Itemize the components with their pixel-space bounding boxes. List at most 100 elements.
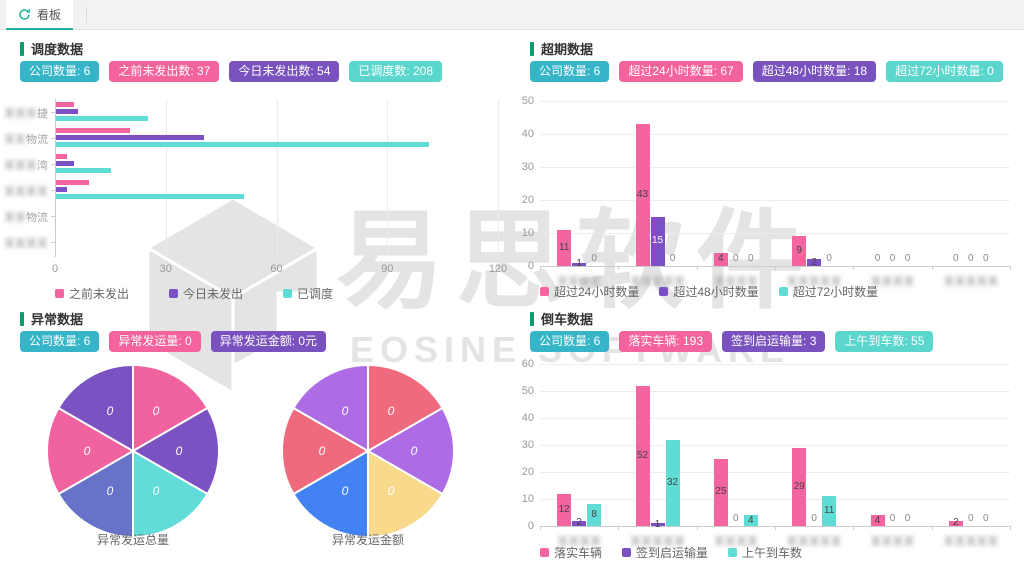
bar-超过24小时数量 <box>557 229 572 266</box>
pie-slice-label: 0 <box>107 484 114 498</box>
axis-tick <box>931 266 933 270</box>
badge-dispatch: 公司数量: 6 <box>20 61 100 82</box>
bar-超过24小时数量 <box>635 124 650 266</box>
badge-reverse: 落实车辆: 193 <box>619 331 713 352</box>
legend-swatch <box>169 289 179 298</box>
bar-value-label: 15 <box>651 235 664 247</box>
chart-legend: 落实车辆 签到启运输量 上午到车数 <box>540 544 802 561</box>
zero-value-label: 0 <box>983 513 989 524</box>
bar-value-label: 52 <box>636 449 649 461</box>
bar-上午到车数 <box>822 496 837 526</box>
gridline <box>540 134 1010 135</box>
bar-value-label: 29 <box>793 480 805 492</box>
bar-value-label: 2 <box>953 517 959 529</box>
section-title-text: 异常数据 <box>31 312 84 327</box>
abnormal-badges: 公司数量: 6 异常发运量: 0 异常发运金额: 0元 <box>20 331 327 352</box>
title-marker <box>20 41 24 56</box>
axis-tick <box>618 526 620 530</box>
pie-slice-label: 0 <box>319 444 326 458</box>
badge-abnormal: 异常发运金额: 0元 <box>210 331 327 352</box>
section-title-text: 倒车数据 <box>541 312 594 327</box>
zero-value-label: 0 <box>874 253 881 264</box>
section-title-text: 调度数据 <box>31 42 84 57</box>
masked-text: 某某某某 <box>4 238 48 250</box>
bar-value-label: 32 <box>666 476 679 488</box>
legend-swatch <box>659 287 669 296</box>
bar-超过48小时数量 <box>650 216 665 266</box>
legend-label: 超过48小时数量 <box>673 285 759 299</box>
legend-item-签到启运输量[interactable]: 签到启运输量 <box>622 544 708 561</box>
dispatch-badges: 公司数量: 6 之前未发出数: 37 今日未发出数: 54 已调度数: 208 <box>20 61 443 82</box>
zero-value-label: 0 <box>889 513 896 524</box>
x-tick-label: 0 <box>51 263 59 275</box>
pie-slice <box>132 449 209 539</box>
zero-value-label: 0 <box>811 513 817 524</box>
bar-超过48小时数量 <box>572 262 587 266</box>
masked-text: 某某某某 <box>713 536 758 548</box>
zero-value-label: 0 <box>983 253 989 264</box>
legend-swatch <box>728 548 738 557</box>
category-label: 某某某某某 <box>603 273 713 289</box>
category-label: 某某某某 <box>681 533 791 549</box>
bar-已调度 <box>56 142 429 147</box>
x-tick-label: 30 <box>159 263 172 275</box>
axis-tick <box>51 242 55 243</box>
dashboard-content: 易思软件 EOSINE SOFTWARE 调度数据 公司数量: 6之前未发出数:… <box>0 31 1024 570</box>
zero-value-label: 0 <box>904 253 911 264</box>
bar-落实车辆 <box>948 520 963 526</box>
axis-tick <box>51 216 55 217</box>
bar-value-label: 4 <box>748 514 754 526</box>
axis-tick <box>775 526 776 530</box>
legend-item-超过72小时数量[interactable]: 超过72小时数量 <box>778 283 878 300</box>
bar-之前未发出 <box>56 102 75 107</box>
zero-value-label: 0 <box>968 513 974 524</box>
category-label: 某某某某某 <box>916 273 1024 289</box>
category-label: 某某物流 <box>0 131 48 147</box>
pie-slice <box>365 406 456 496</box>
legend-item-落实车辆[interactable]: 落实车辆 <box>540 544 602 561</box>
badge-overdue: 超过72小时数量: 0 <box>886 61 1003 82</box>
legend-item-超过24小时数量[interactable]: 超过24小时数量 <box>540 283 639 300</box>
bar-value-label: 9 <box>796 245 802 257</box>
refresh-icon[interactable] <box>18 8 31 21</box>
category-label: 某某物流 <box>0 209 48 225</box>
masked-text: 某某某 <box>4 108 37 120</box>
category-label: 某某某某某 <box>759 533 869 549</box>
x-tick-label: 60 <box>270 263 283 275</box>
legend-item-已调度[interactable]: 已调度 <box>283 285 333 302</box>
bar-签到启运输量 <box>650 523 665 526</box>
category-label: 某某某某 <box>524 273 634 289</box>
y-tick-label: 30 <box>521 161 534 173</box>
pie-slice <box>367 449 444 539</box>
legend-swatch <box>283 289 293 298</box>
zero-value-label: 0 <box>904 513 911 524</box>
category-label: 某某某某 <box>838 273 948 289</box>
legend-item-之前未发出[interactable]: 之前未发出 <box>55 285 129 302</box>
dispatch-chart: 0 30 60 90 120 某某某捷 某某物流 某某某湾 某某某某 某某物流 某某某某 之前未发出今… <box>0 93 515 308</box>
legend-swatch <box>55 289 64 298</box>
title-marker <box>530 311 534 326</box>
y-tick-label: 40 <box>521 412 534 424</box>
bar-今日未发出 <box>56 135 204 140</box>
bar-之前未发出 <box>56 180 90 185</box>
pie-caption-total: 异常发运总量 <box>96 533 169 547</box>
pie-slice-label: 0 <box>176 444 183 458</box>
badge-overdue: 超过24小时数量: 67 <box>619 61 743 82</box>
masked-text: 某某某某 <box>870 276 915 288</box>
legend-item-上午到车数[interactable]: 上午到车数 <box>728 544 802 561</box>
pie-caption-amount: 异常发运金额 <box>331 533 404 547</box>
masked-text: 某某某某某 <box>786 536 842 548</box>
pie-slice-label: 0 <box>411 444 418 458</box>
y-tick-label: 0 <box>527 520 534 532</box>
bar-已调度 <box>56 194 245 199</box>
gridline <box>540 418 1010 419</box>
chart-legend: 超过24小时数量 超过48小时数量 超过72小时数量 <box>540 283 878 300</box>
reverse-chart: 0 10 20 30 40 50 60 某某某某 12 2 8 某某某某某 52 1 32 某某某某 25 0 4 某… <box>520 356 1022 568</box>
masked-text: 某某某某某 <box>943 276 999 288</box>
legend-item-今日未发出[interactable]: 今日未发出 <box>169 285 243 302</box>
masked-text: 某某 <box>4 134 26 146</box>
tab-dashboard[interactable]: 看板 <box>6 0 74 30</box>
x-tick-label: 90 <box>381 263 394 275</box>
legend-item-超过48小时数量[interactable]: 超过48小时数量 <box>659 283 759 300</box>
legend-swatch <box>540 548 549 557</box>
